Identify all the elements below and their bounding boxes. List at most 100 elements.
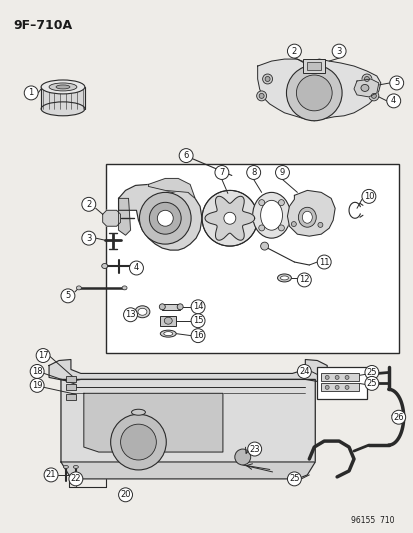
- Circle shape: [258, 200, 264, 206]
- Ellipse shape: [301, 211, 311, 223]
- Text: 7: 7: [218, 168, 224, 177]
- Circle shape: [30, 365, 44, 378]
- Text: 25: 25: [366, 379, 376, 388]
- Circle shape: [287, 44, 301, 58]
- Text: 3: 3: [86, 233, 91, 243]
- Ellipse shape: [131, 409, 145, 415]
- Text: 25: 25: [366, 368, 376, 377]
- Text: 18: 18: [32, 367, 43, 376]
- Ellipse shape: [252, 192, 290, 238]
- Polygon shape: [287, 190, 335, 236]
- Polygon shape: [148, 179, 195, 198]
- Circle shape: [110, 414, 166, 470]
- Text: 15: 15: [192, 316, 203, 325]
- Circle shape: [191, 329, 204, 343]
- Polygon shape: [49, 360, 326, 382]
- Circle shape: [370, 93, 375, 99]
- Circle shape: [278, 225, 284, 231]
- Ellipse shape: [63, 465, 68, 469]
- Text: 9F–710A: 9F–710A: [13, 19, 72, 33]
- Circle shape: [335, 385, 338, 389]
- Circle shape: [316, 255, 330, 269]
- Circle shape: [335, 375, 338, 379]
- Text: 26: 26: [392, 413, 403, 422]
- Circle shape: [325, 375, 328, 379]
- Circle shape: [82, 197, 95, 211]
- Circle shape: [275, 166, 289, 180]
- Circle shape: [368, 91, 378, 101]
- Circle shape: [287, 472, 301, 486]
- Circle shape: [247, 442, 261, 456]
- Circle shape: [246, 166, 260, 180]
- Circle shape: [297, 365, 311, 378]
- Text: 23: 23: [249, 445, 259, 454]
- Ellipse shape: [260, 200, 282, 230]
- Bar: [162, 304, 180, 310]
- Text: 9: 9: [279, 168, 285, 177]
- Bar: [160, 316, 176, 326]
- Circle shape: [36, 349, 50, 362]
- Ellipse shape: [160, 330, 176, 337]
- Ellipse shape: [164, 332, 172, 336]
- Ellipse shape: [49, 83, 77, 91]
- Text: 11: 11: [318, 257, 329, 266]
- Ellipse shape: [138, 308, 147, 315]
- Bar: [316, 367, 366, 399]
- Polygon shape: [257, 59, 380, 121]
- Ellipse shape: [102, 263, 107, 269]
- Text: 25: 25: [288, 474, 299, 483]
- Text: 1: 1: [28, 88, 34, 98]
- Circle shape: [278, 200, 284, 206]
- Circle shape: [297, 273, 311, 287]
- Circle shape: [139, 192, 191, 244]
- Polygon shape: [118, 198, 130, 235]
- Ellipse shape: [73, 465, 78, 469]
- Circle shape: [223, 212, 235, 224]
- Text: 19: 19: [32, 381, 42, 390]
- Circle shape: [325, 385, 328, 389]
- Text: 10: 10: [363, 192, 373, 201]
- Circle shape: [191, 300, 204, 314]
- Circle shape: [264, 77, 269, 82]
- Circle shape: [120, 424, 156, 460]
- Circle shape: [118, 488, 132, 502]
- Ellipse shape: [277, 274, 291, 282]
- Bar: [303, 59, 325, 73]
- Polygon shape: [204, 196, 254, 240]
- Bar: [105, 164, 398, 352]
- Polygon shape: [41, 87, 85, 109]
- Circle shape: [123, 308, 137, 322]
- Circle shape: [317, 222, 322, 228]
- Text: 6: 6: [183, 151, 188, 160]
- Circle shape: [179, 149, 192, 163]
- Circle shape: [291, 222, 296, 227]
- Circle shape: [259, 93, 263, 99]
- Bar: [66, 384, 76, 390]
- Circle shape: [44, 468, 58, 482]
- Text: 17: 17: [38, 351, 48, 360]
- Circle shape: [364, 366, 378, 379]
- Circle shape: [296, 75, 331, 111]
- Ellipse shape: [41, 102, 85, 116]
- Circle shape: [364, 376, 378, 390]
- Text: 12: 12: [298, 276, 309, 285]
- Bar: [66, 376, 76, 382]
- Polygon shape: [83, 393, 222, 452]
- Circle shape: [286, 65, 341, 121]
- Ellipse shape: [360, 84, 368, 92]
- Text: 16: 16: [192, 331, 203, 340]
- Text: 3: 3: [336, 46, 341, 55]
- Circle shape: [30, 378, 44, 392]
- Text: 96155  710: 96155 710: [350, 515, 394, 524]
- Text: 4: 4: [390, 96, 395, 106]
- Bar: [66, 394, 76, 400]
- Text: 14: 14: [192, 302, 203, 311]
- Circle shape: [260, 242, 268, 250]
- Polygon shape: [61, 379, 315, 469]
- Text: 13: 13: [125, 310, 135, 319]
- Polygon shape: [353, 79, 378, 97]
- Text: 2: 2: [291, 46, 296, 55]
- Circle shape: [331, 44, 345, 58]
- Circle shape: [361, 189, 375, 203]
- Bar: [320, 374, 358, 382]
